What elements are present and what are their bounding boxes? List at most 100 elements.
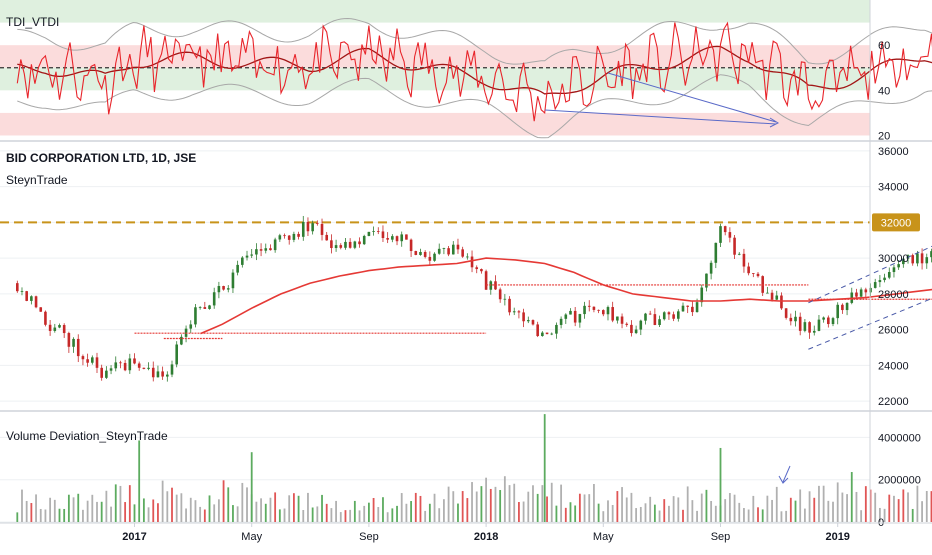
candle-body (630, 324, 633, 334)
candle-body (114, 362, 118, 369)
candle-body (691, 306, 694, 313)
candle-body (714, 242, 718, 263)
volume-bar (269, 497, 272, 522)
volume-bar (30, 503, 33, 522)
volume-bar (475, 491, 478, 522)
volume-bar (855, 491, 858, 522)
candle-body (681, 305, 685, 312)
candle-body (780, 295, 783, 309)
volume-bar (316, 506, 319, 522)
candle-body (100, 367, 103, 378)
candle-body (133, 358, 136, 364)
candle-body (466, 256, 469, 258)
candle-body (34, 296, 38, 308)
y-axis-tick-label: 4000000 (878, 432, 921, 444)
volume-bar (569, 502, 572, 522)
volume-bar (489, 488, 492, 522)
candle-body (887, 272, 891, 278)
volume-bar (400, 493, 403, 522)
candle-body (189, 324, 193, 329)
candle-body (86, 359, 89, 363)
candle-body (723, 226, 727, 233)
volume-bar (321, 494, 323, 522)
volume-bar (728, 493, 731, 522)
volume-bar (700, 493, 703, 522)
candle-body (606, 307, 610, 315)
candle-body (236, 264, 239, 273)
volume-bar (907, 492, 909, 522)
candle-body (545, 332, 549, 335)
volume-bar (67, 494, 70, 522)
candle-body (719, 226, 722, 243)
volume-bar (757, 507, 759, 522)
time-axis-label: 2017 (122, 531, 146, 543)
candle-body (822, 317, 825, 320)
candle-body (433, 253, 436, 261)
candle-body (709, 262, 713, 274)
candle-body (39, 307, 43, 312)
candle-body (625, 323, 629, 325)
tdi-upper-zone (0, 0, 870, 23)
volume-bar (494, 486, 497, 522)
volume-bar (677, 497, 680, 522)
candle-body (44, 311, 47, 325)
volume-bar (344, 510, 347, 522)
candle-body (344, 241, 347, 248)
volume-pane[interactable] (0, 414, 932, 523)
volume-bar (461, 491, 464, 522)
candle-body (175, 344, 178, 365)
price-subtitle: SteynTrade (6, 173, 68, 187)
price-pane[interactable]: 32000 (0, 142, 932, 402)
y-axis-tick-label: 34000 (878, 182, 909, 194)
candle-body (95, 357, 99, 368)
volume-arrow (782, 465, 791, 483)
volume-bar (175, 494, 178, 522)
volume-bar (564, 507, 567, 522)
tdi-pane[interactable] (0, 0, 932, 139)
volume-bar (546, 496, 548, 522)
candle-body (831, 318, 835, 325)
candle-body (512, 311, 516, 313)
volume-bar (457, 503, 459, 522)
candle-body (480, 269, 483, 272)
volume-bar (893, 495, 895, 522)
volume-bar (372, 497, 375, 522)
volume-bar (761, 509, 764, 522)
candle-body (447, 248, 450, 255)
candle-body (526, 320, 530, 322)
volume-bar (466, 498, 469, 522)
tdi-rsi-line (16, 21, 932, 122)
candle-body (381, 231, 385, 239)
candle-body (400, 234, 404, 242)
volume-bar (827, 500, 830, 522)
candle-body (292, 233, 296, 240)
candle-body (569, 310, 572, 315)
candle-body (30, 296, 33, 301)
volume-bar (335, 500, 337, 522)
candle-body (259, 249, 263, 251)
channel-upper-line (808, 245, 932, 304)
candle-body (555, 324, 558, 334)
candle-body (391, 236, 394, 240)
volume-bar (278, 509, 281, 522)
candle-body (156, 371, 160, 378)
candle-body (334, 245, 338, 249)
candle-body (316, 223, 319, 225)
volume-peak-bar (719, 447, 722, 522)
y-axis-tick-label: 24000 (878, 360, 909, 372)
candle-body (747, 266, 750, 274)
volume-bar (82, 509, 84, 522)
tdi-signal-line (17, 45, 932, 95)
candle-body (297, 233, 300, 237)
candle-body (226, 288, 230, 290)
candle-body (592, 306, 596, 310)
candle-body (541, 332, 544, 337)
candle-body (756, 273, 760, 277)
candle-body (231, 272, 235, 289)
volume-bar (578, 493, 581, 522)
candle-body (109, 368, 113, 371)
volume-bar (260, 498, 262, 522)
volume-bar (49, 497, 52, 522)
